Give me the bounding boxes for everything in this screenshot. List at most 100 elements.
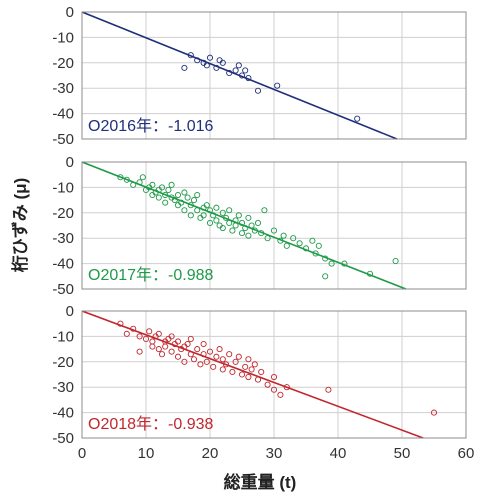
x-tick-label: 60 bbox=[458, 445, 475, 462]
data-point bbox=[190, 356, 198, 363]
y-tick-label: -30 bbox=[52, 230, 74, 247]
data-point bbox=[200, 351, 207, 358]
data-point bbox=[216, 346, 223, 353]
data-point bbox=[238, 72, 246, 79]
data-point bbox=[187, 202, 194, 209]
panel-2017-frame bbox=[81, 161, 467, 290]
y-tick-label: -50 bbox=[52, 131, 74, 148]
data-point bbox=[264, 235, 271, 242]
data-point bbox=[219, 209, 226, 216]
data-point bbox=[165, 186, 172, 193]
data-point bbox=[171, 197, 178, 204]
data-point bbox=[222, 361, 230, 368]
data-point bbox=[136, 333, 143, 340]
data-point bbox=[232, 67, 239, 74]
data-point bbox=[158, 351, 166, 358]
data-point bbox=[184, 340, 191, 348]
data-point bbox=[322, 273, 329, 280]
panel-2018: 0 -10 -20 -30 -40 -50 O2018年：-0.938 bbox=[52, 303, 467, 447]
data-point bbox=[229, 368, 236, 376]
data-point bbox=[219, 59, 226, 66]
data-point bbox=[194, 57, 201, 64]
data-point bbox=[290, 235, 297, 242]
panel-2017-y-ticks: 0 -10 -20 -30 -40 -50 bbox=[52, 154, 74, 298]
data-point bbox=[155, 346, 162, 353]
panel-2018-y-ticks: 0 -10 -20 -30 -40 -50 bbox=[52, 303, 74, 447]
data-point bbox=[274, 82, 281, 89]
data-point bbox=[242, 363, 249, 370]
data-point bbox=[210, 212, 217, 219]
data-point bbox=[168, 181, 175, 188]
data-point bbox=[130, 181, 137, 188]
x-axis-ticks: 0 10 20 30 40 50 60 bbox=[78, 445, 475, 462]
data-point bbox=[136, 179, 143, 186]
data-point bbox=[136, 348, 143, 355]
data-point bbox=[174, 191, 182, 199]
data-point bbox=[168, 333, 175, 340]
data-point bbox=[315, 242, 322, 249]
data-point bbox=[254, 87, 262, 94]
data-point bbox=[146, 328, 153, 335]
data-point bbox=[162, 199, 169, 206]
panel-2016-label: O2016年：-1.016 bbox=[88, 117, 214, 135]
data-point bbox=[174, 353, 182, 360]
data-point bbox=[251, 361, 258, 368]
data-point bbox=[245, 214, 252, 221]
data-point bbox=[238, 371, 246, 378]
data-point bbox=[312, 250, 319, 257]
data-point bbox=[200, 340, 207, 348]
data-point bbox=[142, 335, 150, 342]
data-point bbox=[270, 373, 278, 381]
data-point bbox=[149, 338, 156, 345]
data-point bbox=[200, 212, 207, 219]
data-point bbox=[168, 348, 175, 355]
data-point bbox=[162, 343, 169, 350]
y-tick-label: -10 bbox=[52, 179, 74, 196]
data-point bbox=[251, 227, 258, 234]
data-point bbox=[392, 258, 399, 265]
data-point bbox=[213, 204, 220, 211]
data-point bbox=[203, 358, 210, 365]
data-point bbox=[238, 230, 246, 237]
data-point bbox=[190, 197, 198, 204]
panel-2018-frame bbox=[81, 310, 467, 439]
data-point bbox=[328, 260, 335, 267]
data-point bbox=[117, 174, 124, 181]
data-point bbox=[219, 356, 226, 363]
data-point bbox=[325, 386, 332, 393]
data-point bbox=[181, 207, 188, 214]
data-point bbox=[187, 52, 194, 59]
data-point bbox=[277, 391, 284, 398]
data-point bbox=[261, 207, 268, 214]
data-point bbox=[206, 207, 214, 214]
data-point bbox=[283, 384, 290, 391]
panel-2016-points bbox=[181, 52, 361, 122]
data-point bbox=[181, 358, 188, 365]
data-point bbox=[245, 74, 252, 82]
panel-2016-frame bbox=[81, 11, 467, 140]
data-point bbox=[254, 219, 262, 227]
data-point bbox=[366, 270, 374, 277]
data-point bbox=[277, 237, 284, 244]
data-point bbox=[139, 174, 146, 181]
panel-2017-label: O2017年：-0.988 bbox=[88, 266, 214, 284]
data-point bbox=[235, 62, 242, 69]
data-point bbox=[226, 207, 233, 214]
data-point bbox=[245, 356, 252, 363]
data-point bbox=[206, 348, 214, 355]
y-tick-label: -30 bbox=[52, 379, 74, 396]
data-point bbox=[226, 351, 233, 358]
data-point bbox=[270, 227, 278, 234]
data-point bbox=[181, 64, 188, 71]
data-point bbox=[206, 54, 214, 61]
data-point bbox=[187, 351, 194, 358]
data-point bbox=[226, 219, 233, 227]
data-point bbox=[280, 232, 287, 239]
data-point bbox=[123, 176, 130, 183]
panel-2016-y-ticks: 0 -10 -20 -30 -40 -50 bbox=[52, 4, 74, 148]
y-tick-label: 0 bbox=[66, 303, 74, 320]
data-point bbox=[203, 202, 210, 209]
data-point bbox=[270, 386, 278, 393]
x-tick-label: 20 bbox=[202, 445, 219, 462]
